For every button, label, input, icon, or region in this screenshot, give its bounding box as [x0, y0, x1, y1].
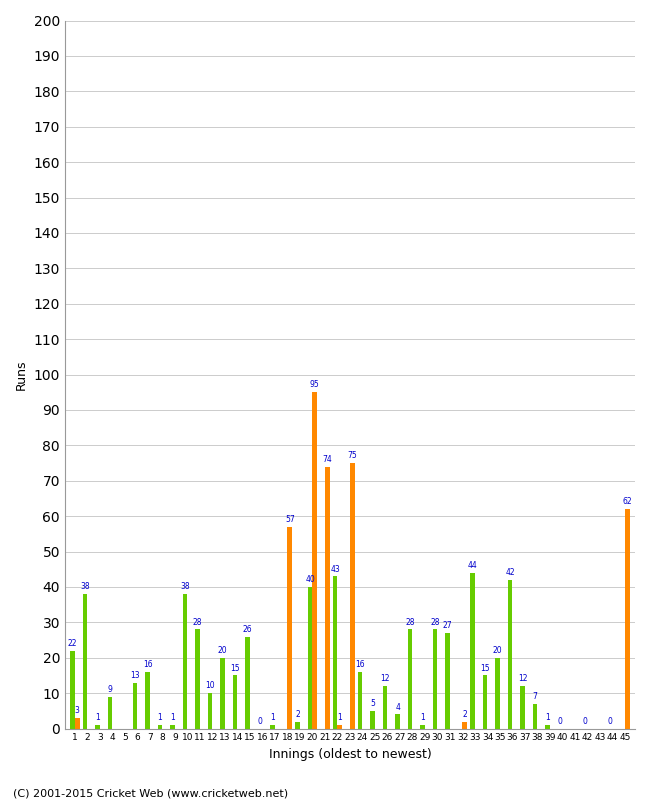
Text: 0: 0 [608, 717, 612, 726]
Bar [533, 704, 538, 729]
Bar [520, 686, 525, 729]
Text: 62: 62 [623, 498, 632, 506]
Bar [70, 650, 75, 729]
Text: 16: 16 [356, 660, 365, 669]
Bar [350, 463, 355, 729]
Text: 74: 74 [322, 454, 332, 464]
Text: 38: 38 [80, 582, 90, 591]
Text: 22: 22 [68, 639, 77, 648]
Text: 2: 2 [463, 710, 467, 718]
Bar [75, 718, 80, 729]
Bar [495, 658, 500, 729]
Text: 38: 38 [180, 582, 190, 591]
Text: 1: 1 [337, 714, 342, 722]
Bar [325, 466, 330, 729]
Bar [145, 672, 150, 729]
Bar [158, 725, 162, 729]
Text: 57: 57 [285, 515, 294, 524]
Text: 3: 3 [75, 706, 80, 715]
Text: 9: 9 [108, 685, 112, 694]
Bar [462, 722, 467, 729]
Bar [108, 697, 112, 729]
Bar [408, 630, 413, 729]
Text: 28: 28 [430, 618, 440, 626]
Bar [383, 686, 387, 729]
Text: 13: 13 [130, 670, 140, 680]
Bar [233, 675, 237, 729]
Bar [245, 637, 250, 729]
Text: 0: 0 [582, 717, 588, 726]
Bar [395, 714, 400, 729]
Text: 43: 43 [330, 565, 340, 574]
Bar [295, 722, 300, 729]
Bar [445, 633, 450, 729]
Bar [270, 725, 275, 729]
Text: 20: 20 [218, 646, 227, 655]
Text: 10: 10 [205, 682, 215, 690]
Bar [170, 725, 175, 729]
Text: 12: 12 [380, 674, 390, 683]
Text: 1: 1 [158, 714, 162, 722]
Text: 75: 75 [348, 451, 358, 460]
Bar [183, 594, 187, 729]
Bar [313, 392, 317, 729]
Bar [220, 658, 225, 729]
Text: 16: 16 [143, 660, 152, 669]
Bar [508, 580, 512, 729]
Text: 1: 1 [420, 714, 425, 722]
Text: 0: 0 [558, 717, 562, 726]
Text: 95: 95 [310, 381, 320, 390]
Text: 1: 1 [545, 714, 550, 722]
Text: 1: 1 [170, 714, 175, 722]
Text: 4: 4 [395, 702, 400, 711]
Text: 1: 1 [95, 714, 100, 722]
Text: 27: 27 [443, 621, 452, 630]
Text: 0: 0 [257, 717, 263, 726]
Text: 20: 20 [493, 646, 502, 655]
Bar [358, 672, 363, 729]
Bar [95, 725, 100, 729]
Bar [483, 675, 488, 729]
Text: 1: 1 [270, 714, 275, 722]
Text: (C) 2001-2015 Cricket Web (www.cricketweb.net): (C) 2001-2015 Cricket Web (www.cricketwe… [13, 788, 288, 798]
Text: 12: 12 [518, 674, 527, 683]
Bar [287, 526, 292, 729]
Bar [337, 725, 342, 729]
Text: 26: 26 [242, 625, 252, 634]
Bar [307, 587, 313, 729]
Text: 2: 2 [295, 710, 300, 718]
Text: 7: 7 [532, 692, 538, 701]
Text: 42: 42 [505, 568, 515, 577]
Bar [208, 693, 213, 729]
Bar [545, 725, 550, 729]
Text: 28: 28 [406, 618, 415, 626]
Bar [625, 509, 630, 729]
Bar [333, 576, 337, 729]
Text: 15: 15 [480, 664, 490, 673]
Text: 28: 28 [193, 618, 202, 626]
Text: 15: 15 [230, 664, 240, 673]
Y-axis label: Runs: Runs [15, 359, 28, 390]
Bar [83, 594, 87, 729]
Bar [433, 630, 437, 729]
Text: 44: 44 [468, 561, 478, 570]
X-axis label: Innings (oldest to newest): Innings (oldest to newest) [268, 748, 432, 761]
Bar [470, 573, 475, 729]
Bar [195, 630, 200, 729]
Bar [133, 682, 137, 729]
Text: 5: 5 [370, 699, 375, 708]
Bar [370, 711, 375, 729]
Bar [420, 725, 425, 729]
Text: 40: 40 [306, 575, 315, 584]
